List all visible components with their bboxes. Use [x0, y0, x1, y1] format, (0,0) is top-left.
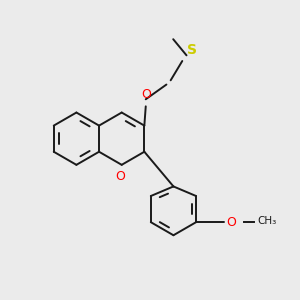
- Text: S: S: [187, 43, 196, 57]
- Text: CH₃: CH₃: [257, 216, 276, 226]
- Text: O: O: [226, 216, 236, 229]
- Text: O: O: [115, 170, 125, 184]
- Text: O: O: [141, 88, 151, 101]
